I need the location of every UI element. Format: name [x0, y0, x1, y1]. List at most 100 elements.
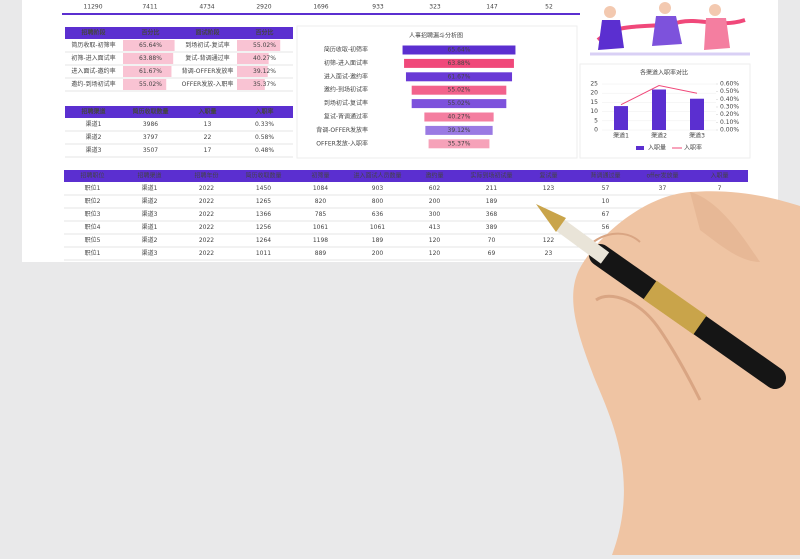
cell: 200	[372, 250, 384, 257]
cell: 1450	[256, 185, 271, 192]
y-tick-label: 0	[594, 127, 598, 134]
cell: 渠道2	[142, 197, 158, 205]
header-cell: 复试量	[539, 172, 557, 180]
table-header	[65, 106, 293, 118]
y2-tick-label: 0.10%	[720, 119, 739, 126]
funnel-label: OFFER发放-入职率	[316, 139, 368, 147]
cell: 70	[488, 237, 496, 244]
cell: 903	[372, 185, 384, 192]
summary-value: 11290	[83, 4, 102, 11]
cell: 2022	[199, 185, 214, 192]
stage-name: 到场初试-复试率	[185, 41, 229, 49]
header-cell: 招聘职位	[80, 172, 104, 180]
header-cell: 招聘渠道	[137, 172, 161, 180]
cell: 3507	[143, 147, 158, 154]
header-cell: 入职量	[197, 108, 216, 116]
cell: 1198	[313, 237, 328, 244]
cell: 渠道3	[142, 210, 158, 218]
cell: 职位1	[85, 249, 101, 257]
cell: 17	[204, 147, 212, 154]
funnel-value: 65.64%	[448, 47, 471, 54]
header-cell: 百分比	[141, 29, 159, 37]
cell: 368	[486, 211, 498, 218]
y2-tick-label: 0.00%	[720, 127, 739, 134]
cell: 13	[204, 121, 212, 128]
illustration	[590, 2, 750, 56]
cell: 211	[486, 185, 498, 192]
cell: 2022	[199, 224, 214, 231]
cell: 189	[486, 198, 498, 205]
funnel-label: 到场初试-复试率	[324, 99, 368, 107]
funnel-label: 初筛-进入面试率	[324, 59, 368, 67]
percent-bar	[237, 40, 281, 51]
cell: 2022	[199, 237, 214, 244]
percent-bar	[237, 53, 269, 64]
cell: 0.33%	[255, 121, 274, 128]
funnel-bar	[405, 72, 513, 82]
percent-bar	[237, 79, 265, 90]
cell: 1061	[313, 224, 328, 231]
stage-percent: 61.67%	[139, 68, 162, 75]
cell: 渠道1	[86, 120, 102, 128]
funnel-label: 简历收取-初筛率	[324, 46, 368, 54]
cell: 3797	[143, 134, 158, 141]
table-header	[64, 170, 748, 182]
funnel-value: 63.88%	[448, 60, 471, 67]
header-cell: 邀约量	[425, 172, 443, 180]
funnel-bar	[425, 125, 493, 135]
cell: 0.48%	[255, 147, 274, 154]
header-cell: 背调通过量	[590, 172, 620, 180]
y2-tick-label: 0.40%	[720, 96, 739, 103]
cell: 1084	[313, 185, 328, 192]
stage-percent: 55.02%	[253, 42, 276, 49]
funnel-bar	[411, 99, 507, 109]
y2-tick-label: 0.50%	[720, 88, 739, 95]
cell: 1011	[256, 250, 271, 257]
summary-value: 933	[372, 4, 384, 11]
stage-name: 背调-OFFER发放率	[182, 67, 234, 75]
y-tick-label: 25	[590, 81, 598, 88]
header-cell: 招聘年份	[194, 172, 218, 180]
stage-name: 进入面试-邀约率	[71, 67, 115, 75]
percent-bar	[123, 66, 172, 77]
cell: 602	[429, 185, 441, 192]
cell: 120	[429, 237, 441, 244]
header-cell: 百分比	[255, 29, 273, 37]
cell: 2022	[199, 198, 214, 205]
header-cell: offer发放量	[647, 172, 679, 180]
header-cell: 入职量	[710, 173, 728, 180]
header-cell: 招聘阶段	[81, 29, 105, 37]
cell: 23	[545, 250, 553, 257]
cell: 渠道3	[86, 146, 102, 154]
funnel-bar	[428, 139, 490, 149]
cell: 200	[429, 198, 441, 205]
cell: 300	[429, 211, 441, 218]
percent-bar	[123, 79, 167, 90]
funnel-label: 背调-OFFER发放率	[316, 126, 368, 134]
cell: 189	[372, 237, 384, 244]
cell: 56	[602, 224, 610, 231]
cell: 职位3	[85, 210, 101, 218]
legend-label: 入职量	[648, 145, 666, 152]
y-tick-label: 15	[590, 99, 598, 106]
funnel-value: 61.67%	[448, 73, 471, 80]
stage-percent: 35.37%	[253, 81, 276, 88]
cell: 渠道1	[142, 223, 158, 231]
y2-tick-label: 0.20%	[720, 111, 739, 118]
y-tick-label: 20	[590, 90, 598, 97]
funnel-bar	[424, 112, 494, 122]
cell: 职位2	[85, 197, 101, 205]
y-tick-label: 10	[590, 108, 598, 115]
cell: 1256	[256, 224, 271, 231]
cell: 57	[602, 185, 610, 192]
rate-line	[620, 85, 698, 106]
legend-label: 入职率	[684, 144, 702, 152]
bar	[614, 106, 628, 130]
cell: 渠道3	[142, 249, 158, 257]
funnel-bar	[402, 45, 516, 55]
cell: 1061	[370, 224, 385, 231]
y2-tick-label: 0.60%	[720, 81, 739, 88]
cell: 10	[602, 198, 610, 205]
